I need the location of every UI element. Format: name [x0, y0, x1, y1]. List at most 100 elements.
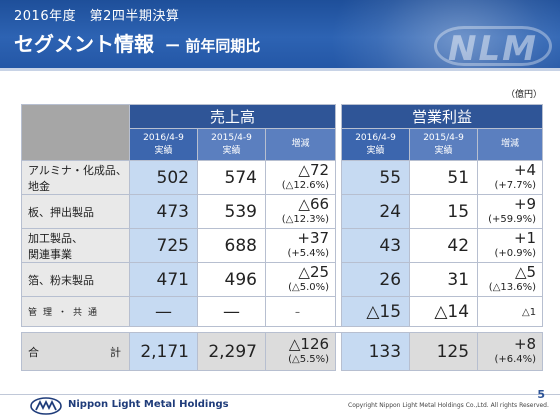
op-2016: 26 — [341, 262, 411, 297]
slide-title-suffix: ー 前年同期比 — [165, 37, 261, 55]
op-2015: △14 — [409, 296, 479, 327]
sales-change: – — [264, 296, 337, 327]
header-actual: 実績 — [154, 145, 173, 156]
op-change: +9 (+59.9%) — [477, 194, 544, 229]
op-2016: 55 — [341, 160, 411, 195]
sales-2016: 471 — [129, 262, 198, 297]
row-label: 箔、粉末製品 — [21, 262, 130, 297]
table-row-common: 管理・共通 — — – △15 △14 △1 — [21, 296, 544, 327]
op-2016: 24 — [341, 194, 411, 229]
column-gap — [335, 332, 342, 371]
header-sales-2015: 2015/4-9 実績 — [197, 128, 266, 161]
sales-2015: 2,297 — [197, 332, 266, 371]
table-corner — [21, 104, 130, 161]
op-2015: 125 — [409, 332, 479, 371]
change-percent: (+59.9%) — [488, 213, 537, 225]
column-gap — [335, 228, 342, 263]
op-2016: △15 — [341, 296, 411, 327]
header-op-2016: 2016/4-9 実績 — [341, 128, 411, 161]
sales-change: △66 (△12.3%) — [264, 194, 337, 229]
header-op-2015: 2015/4-9 実績 — [409, 128, 479, 161]
footer-divider — [0, 394, 560, 395]
sales-2015: — — [197, 296, 266, 327]
table-row: アルミナ・化成品、 地金 502 574 △72 (△12.6%) 55 51 … — [21, 160, 544, 195]
change-value: △1 — [522, 307, 537, 318]
row-label: 板、押出製品 — [21, 194, 130, 229]
title-row: セグメント情報 ー 前年同期比 — [14, 28, 260, 57]
sales-2016: 725 — [129, 228, 198, 263]
column-gap — [335, 104, 342, 161]
row-label: アルミナ・化成品、 地金 — [21, 160, 130, 195]
change-percent: (+6.4%) — [494, 353, 537, 365]
op-change: +8 (+6.4%) — [477, 332, 544, 371]
slide-title: セグメント情報 — [14, 32, 154, 56]
change-value: +4 — [513, 160, 537, 179]
change-value: △72 — [298, 160, 330, 179]
row-label: 管理・共通 — [21, 296, 130, 327]
sales-change: +37 (+5.4%) — [264, 228, 337, 263]
op-change: △1 — [477, 296, 544, 327]
sales-2016: 2,171 — [129, 332, 198, 371]
row-label: 合 計 — [21, 332, 130, 371]
table-row: 箔、粉末製品 471 496 △25 (△5.0%) 26 31 △5 (△13… — [21, 262, 544, 297]
row-label: 加工製品、 関連事業 — [21, 228, 130, 263]
row-label-line1: 加工製品、 — [28, 231, 83, 245]
total-label-b: 計 — [110, 345, 121, 359]
change-percent: (△12.3%) — [281, 213, 330, 225]
change-value: △5 — [514, 262, 537, 281]
change-value: +8 — [513, 334, 537, 353]
nlm-logo-icon — [30, 397, 62, 415]
group-header-row: 売上高 営業利益 — [21, 104, 544, 161]
sales-2015: 539 — [197, 194, 266, 229]
sales-2016: 502 — [129, 160, 198, 195]
op-change: +1 (+0.9%) — [477, 228, 544, 263]
op-change: △5 (△13.6%) — [477, 262, 544, 297]
sales-2015: 688 — [197, 228, 266, 263]
change-percent: (+5.4%) — [287, 247, 330, 259]
change-value: – — [295, 307, 301, 318]
row-label-line2: 関連事業 — [28, 247, 72, 261]
change-value: △126 — [288, 334, 330, 353]
header-period: 2015/4-9 — [211, 132, 252, 143]
table-row: 加工製品、 関連事業 725 688 +37 (+5.4%) 43 42 +1 … — [21, 228, 544, 263]
header-period: 2016/4-9 — [355, 132, 396, 143]
op-2015: 51 — [409, 160, 479, 195]
sales-2016: — — [129, 296, 198, 327]
op-change: +4 (+7.7%) — [477, 160, 544, 195]
header-actual: 実績 — [434, 145, 453, 156]
column-gap — [335, 160, 342, 195]
total-label-a: 合 — [28, 345, 39, 359]
header-op-change: 増減 — [477, 128, 544, 161]
row-label-line2: 地金 — [28, 179, 50, 193]
column-gap — [335, 194, 342, 229]
row-label-line1: 板、押出製品 — [28, 205, 94, 219]
change-percent: (+0.9%) — [494, 247, 537, 259]
header-actual: 実績 — [366, 145, 385, 156]
header-sales-2016: 2016/4-9 実績 — [129, 128, 198, 161]
sales-change: △126 (△5.5%) — [264, 332, 337, 371]
page-number: 5 — [537, 388, 545, 401]
change-percent: (△5.0%) — [288, 281, 330, 293]
change-value: +9 — [513, 194, 537, 213]
copyright-text: Copyright Nippon Light Metal Holdings Co… — [348, 402, 549, 409]
change-percent: (+7.7%) — [494, 179, 537, 191]
slide-header: 2016年度 第2四半期決算 セグメント情報 ー 前年同期比 NLM — [0, 0, 560, 68]
segment-table: 売上高 営業利益 2016/4-9 実績 2015/4-9 実績 増減 2016… — [21, 104, 544, 371]
header-actual: 実績 — [222, 145, 241, 156]
op-2016: 133 — [341, 332, 411, 371]
change-value: △25 — [298, 262, 330, 281]
slide-subtitle: 2016年度 第2四半期決算 — [14, 9, 180, 24]
table-row: 板、押出製品 473 539 △66 (△12.3%) 24 15 +9 (+5… — [21, 194, 544, 229]
header-period: 2016/4-9 — [143, 132, 184, 143]
unit-label: （億円） — [505, 90, 542, 100]
change-percent: (△5.5%) — [288, 353, 330, 365]
op-2015: 31 — [409, 262, 479, 297]
row-label-line1: 箔、粉末製品 — [28, 273, 94, 287]
table-row-total: 合 計 2,171 2,297 △126 (△5.5%) 133 125 +8 … — [21, 332, 544, 371]
op-2015: 15 — [409, 194, 479, 229]
op-2016: 43 — [341, 228, 411, 263]
sales-change: △72 (△12.6%) — [264, 160, 337, 195]
header-sales-change: 増減 — [264, 128, 337, 161]
total-label: 合 計 — [28, 344, 129, 360]
group-header-op-income: 営業利益 — [341, 104, 544, 129]
